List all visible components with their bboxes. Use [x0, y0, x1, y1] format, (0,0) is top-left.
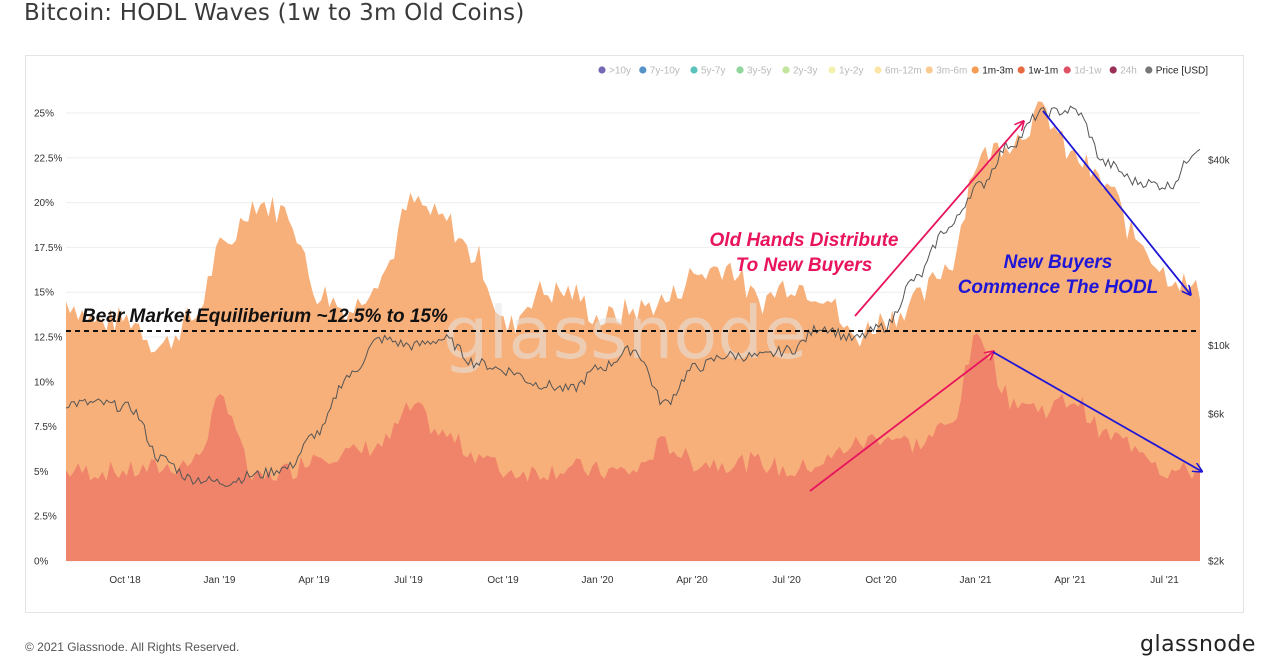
old-hands-annotation-line2: To New Buyers — [736, 255, 873, 276]
new-buyers-annotation-line2: Commence The HODL — [958, 277, 1159, 298]
y-axis-ticks: 0% 2.5% 5% 7.5% 10% 12.5% 15% 17.5% 20% 22.5% 25% — [34, 109, 62, 568]
legend-item[interactable]: 1d-1w — [1063, 66, 1103, 77]
pink-arrow-lower — [809, 352, 993, 492]
old-hands-annotation-line1: Old Hands Distribute — [710, 230, 899, 251]
legend-item[interactable]: 1m-3m — [971, 66, 1014, 77]
legend-label: 3y-5y — [747, 66, 771, 77]
y-tick-label: 25% — [34, 109, 54, 120]
legend-label: 5y-7y — [701, 66, 725, 77]
y-tick-label: 7.5% — [34, 422, 57, 433]
x-tick-label: Oct '19 — [487, 575, 519, 586]
y-tick-label: 5% — [34, 467, 49, 478]
x-tick-label: Jul '21 — [1150, 575, 1179, 586]
legend-item[interactable]: 24h — [1109, 66, 1137, 77]
legend-swatch — [782, 66, 790, 74]
legend-swatch — [925, 66, 933, 74]
legend-label: >10y — [609, 66, 631, 77]
x-tick-label: Jul '20 — [772, 575, 801, 586]
x-tick-label: Apr '21 — [1054, 575, 1086, 586]
legend-label: 1w-1m — [1028, 66, 1058, 77]
chart-frame — [25, 55, 1244, 613]
footer-copyright: © 2021 Glassnode. All Rights Reserved. — [25, 640, 240, 654]
series-area-1w-1m — [66, 333, 1200, 561]
legend-item[interactable]: 3m-6m — [925, 66, 968, 77]
legend-label: 1y-2y — [839, 66, 863, 77]
legend-swatch — [1109, 66, 1117, 74]
legend-swatch — [828, 66, 836, 74]
new-buyers-annotation-line1: New Buyers — [1004, 252, 1113, 273]
y-tick-label: 22.5% — [34, 153, 62, 164]
pink-arrow-upper — [854, 122, 1023, 317]
footer-brand-logo: glassnode — [1140, 632, 1256, 657]
legend-item[interactable]: >10y — [598, 66, 631, 77]
legend-swatch — [1063, 66, 1071, 74]
x-tick-label: Jan '21 — [960, 575, 992, 586]
legend-label: 7y-10y — [650, 66, 680, 77]
x-tick-label: Apr '19 — [298, 575, 330, 586]
x-tick-label: Jan '19 — [204, 575, 236, 586]
x-tick-label: Oct '20 — [865, 575, 897, 586]
legend-item[interactable]: 6m-12m — [874, 66, 922, 77]
legend-item[interactable]: 1w-1m — [1017, 66, 1059, 77]
legend-swatch — [598, 66, 606, 74]
legend-label: 3m-6m — [936, 66, 967, 77]
legend-item[interactable]: 7y-10y — [639, 66, 680, 77]
legend-swatch — [639, 66, 647, 74]
legend[interactable]: >10y 7y-10y 5y-7y 3y-5y 2y-3y 1y-2y 6m-12m 3m-6… — [598, 66, 1208, 77]
y-tick-label: 17.5% — [34, 243, 62, 254]
page-title: Bitcoin: HODL Waves (1w to 3m Old Coins) — [24, 0, 525, 26]
x-tick-label: Jul '19 — [394, 575, 423, 586]
y-right-tick-label: $10k — [1208, 341, 1231, 352]
y-right-tick-label: $6k — [1208, 409, 1225, 420]
series-line-price-usd — [65, 105, 1201, 487]
x-tick-label: Oct '18 — [109, 575, 141, 586]
legend-label: Price [USD] — [1156, 66, 1208, 77]
legend-label: 6m-12m — [885, 66, 922, 77]
hodl-waves-chart: glassnode 0% 2.5% 5% 7.5% 10% 12.5% 15% 17.5% 20… — [34, 66, 1231, 587]
legend-label: 1m-3m — [982, 66, 1013, 77]
price-line — [65, 105, 1201, 487]
legend-item[interactable]: Price [USD] — [1145, 66, 1208, 77]
legend-swatch — [690, 66, 698, 74]
legend-item[interactable]: 3y-5y — [736, 66, 771, 77]
y-right-tick-label: $40k — [1208, 156, 1231, 167]
legend-swatch — [736, 66, 744, 74]
blue-arrow-upper — [1042, 110, 1190, 294]
legend-label: 24h — [1120, 66, 1137, 77]
blue-arrow-lower — [992, 351, 1201, 471]
y-tick-label: 0% — [34, 557, 49, 568]
legend-item[interactable]: 2y-3y — [782, 66, 817, 77]
x-tick-label: Jan '20 — [582, 575, 614, 586]
y-right-tick-label: $2k — [1208, 557, 1225, 568]
legend-swatch — [874, 66, 882, 74]
legend-item[interactable]: 5y-7y — [690, 66, 725, 77]
legend-label: 1d-1w — [1074, 66, 1102, 77]
legend-swatch — [1017, 66, 1025, 74]
bear-annotation: Bear Market Equiliberium ~12.5% to 15% — [82, 306, 448, 327]
y-tick-label: 20% — [34, 198, 54, 209]
y-tick-label: 12.5% — [34, 333, 62, 344]
watermark: glassnode — [443, 291, 808, 375]
y-tick-label: 15% — [34, 288, 54, 299]
y-tick-label: 2.5% — [34, 512, 57, 523]
y-tick-label: 10% — [34, 377, 54, 388]
x-axis-ticks: Oct '18 Jan '19 Apr '19 Jul '19 Oct '19 Jan '… — [109, 575, 1179, 586]
y-right-axis-ticks: $2k $6k $10k $40k — [1208, 156, 1231, 568]
legend-swatch — [1145, 66, 1153, 74]
legend-item[interactable]: 1y-2y — [828, 66, 863, 77]
x-tick-label: Apr '20 — [676, 575, 708, 586]
legend-label: 2y-3y — [793, 66, 817, 77]
legend-swatch — [971, 66, 979, 74]
